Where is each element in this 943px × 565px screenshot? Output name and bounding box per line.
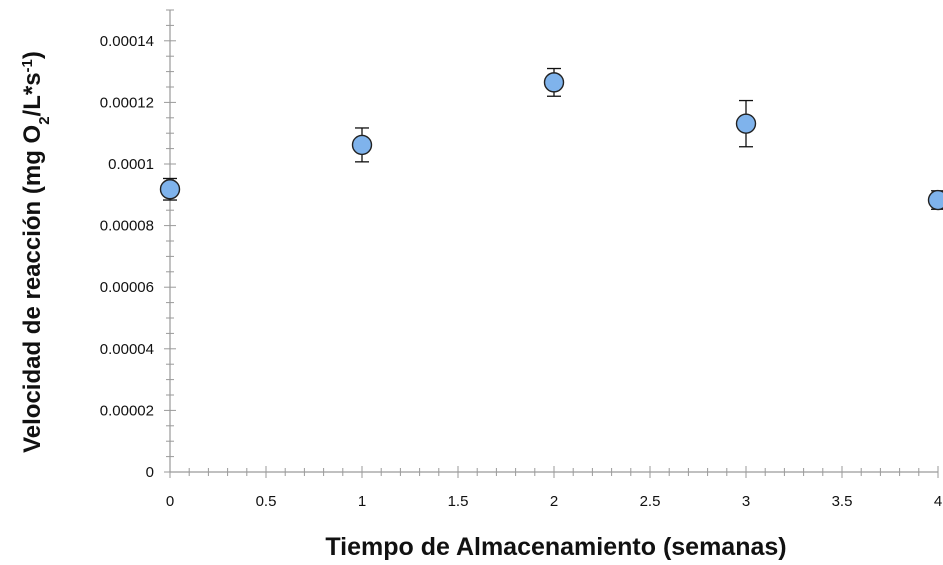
x-tick-label: 0 [166,493,174,510]
ticks [164,9,939,478]
y-axis-title-sup: -1 [19,59,36,72]
x-tick-label: 4 [934,493,942,510]
data-points [159,72,943,211]
x-tick-label: 2 [550,493,558,510]
y-tick-label: 0.0001 [108,156,154,173]
y-tick-label: 0.00012 [100,94,154,111]
y-tick-label: 0.00006 [100,279,154,296]
x-axis-title: Tiempo de Almacenamiento (semanas) [325,533,786,561]
y-tick-label: 0.00004 [100,341,154,358]
data-point [735,113,757,134]
x-tick-label: 1.5 [448,493,469,510]
y-axis-title-close: ) [19,51,46,59]
data-point [927,189,943,211]
y-tick-label: 0 [146,464,154,481]
y-tick-label: 0.00008 [100,218,154,235]
x-tick-label: 0.5 [256,493,277,510]
y-axis-title-main: Velocidad de reacción (mg O [19,125,46,453]
y-tick-label: 0.00014 [100,33,154,50]
y-axis-title-sub: 2 [36,116,53,124]
y-axis-title-unit: /L*s [19,72,46,116]
x-tick-label: 3.5 [832,493,853,510]
data-point [159,179,181,200]
x-tick-label: 1 [358,493,366,510]
x-tick-label: 2.5 [640,493,661,510]
y-tick-label: 0.00002 [100,402,154,419]
tick-labels: 0 0.00002 0.00004 0.00006 0.00008 0.0001 0.000… [100,33,942,510]
data-point [543,72,565,93]
x-tick-label: 3 [742,493,750,510]
y-axis-title: Velocidad de reacción (mg O2/L*s-1) [19,51,53,453]
data-point [351,134,373,156]
